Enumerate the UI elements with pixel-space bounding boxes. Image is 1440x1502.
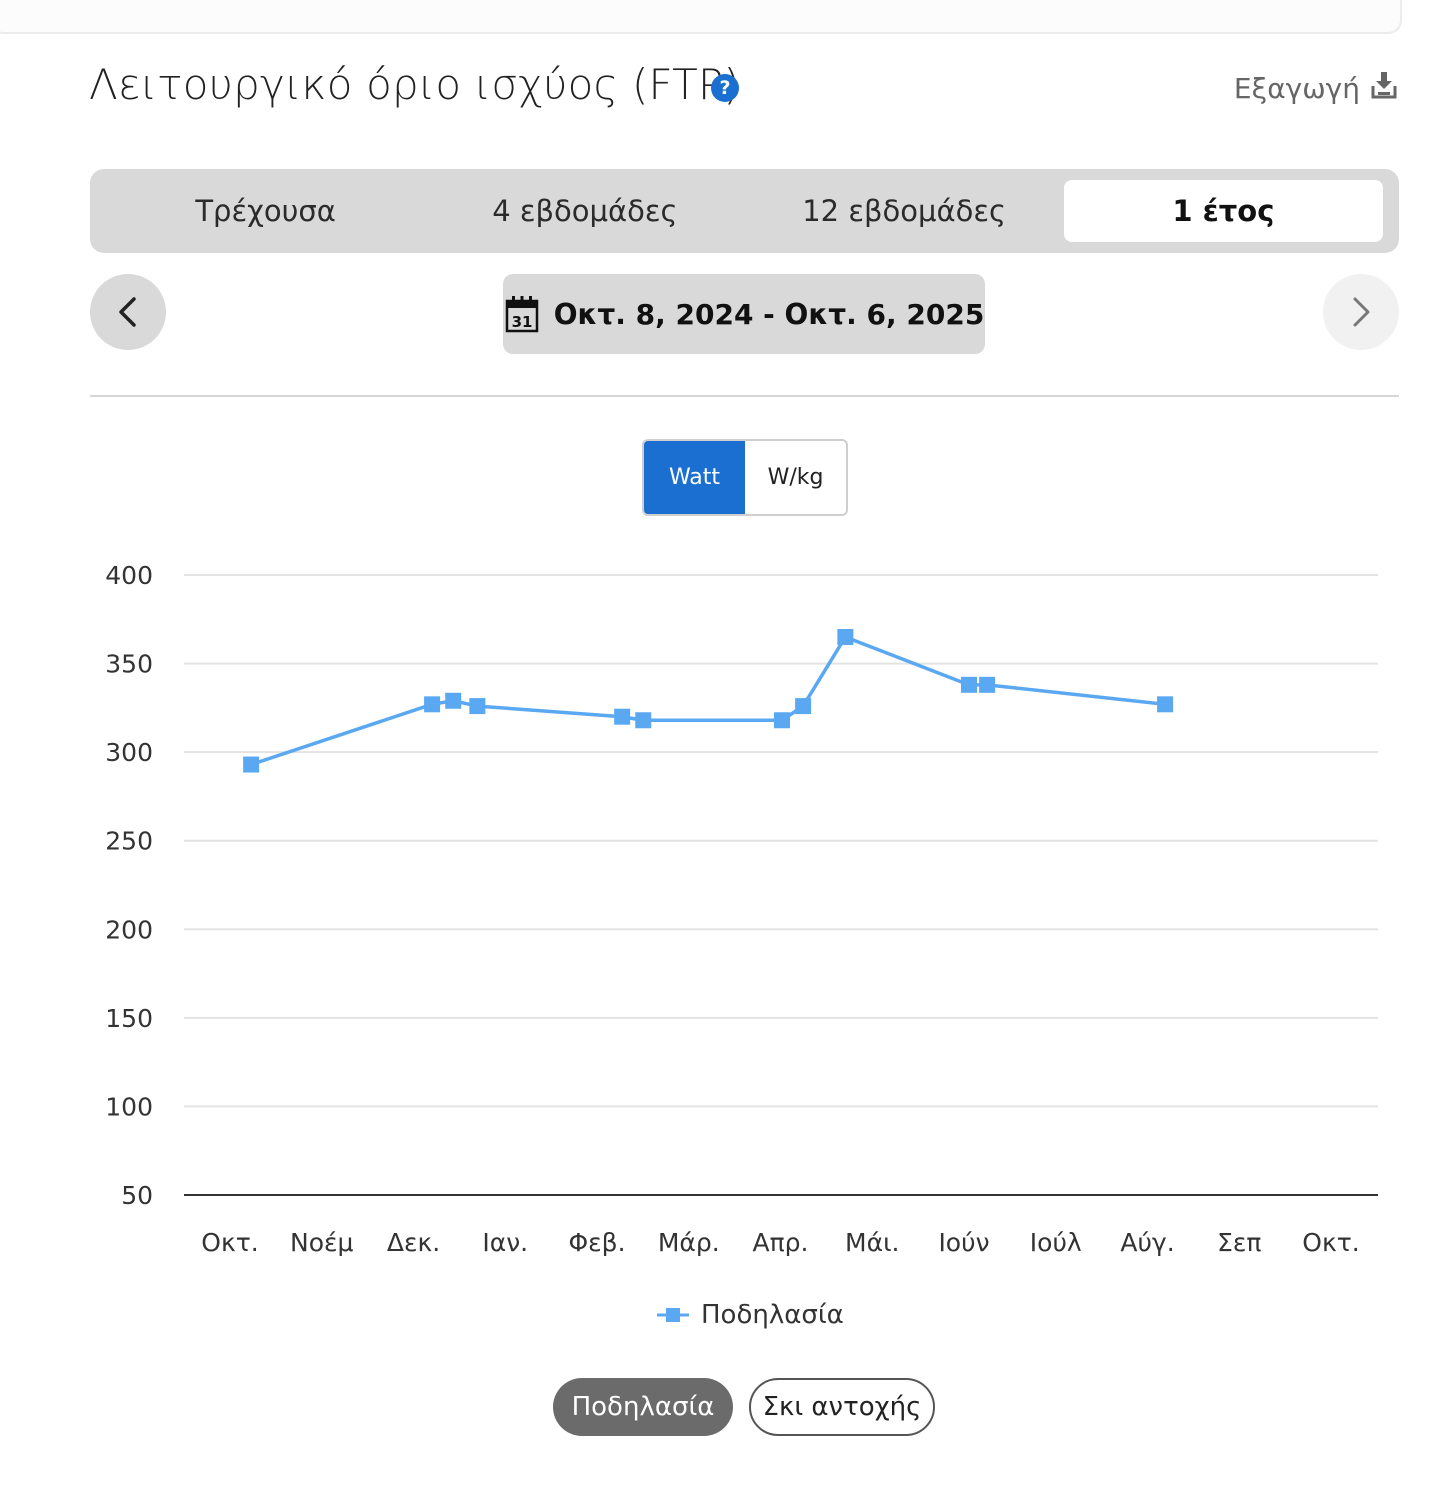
date-range-button[interactable]: 31 Οκτ. 8, 2024 - Οκτ. 6, 2025 xyxy=(503,274,985,354)
x-tick-label: Μάρ. xyxy=(658,1228,720,1257)
x-tick-label: Οκτ. xyxy=(201,1228,258,1257)
data-point xyxy=(469,698,486,715)
data-point xyxy=(614,708,631,725)
tab-current[interactable]: Τρέχουσα xyxy=(195,194,336,228)
data-point xyxy=(774,712,791,729)
x-tick-label: Ιούν xyxy=(938,1228,989,1257)
next-period-button[interactable] xyxy=(1323,274,1399,350)
chart-legend[interactable]: Ποδηλασία xyxy=(655,1300,844,1330)
unit-toggle: Watt W/kg xyxy=(642,439,848,516)
tab-12-weeks[interactable]: 12 εβδομάδες xyxy=(802,194,1007,228)
chevron-right-icon xyxy=(1353,297,1370,327)
x-tick-label: Μάι. xyxy=(845,1228,899,1257)
y-tick-label: 200 xyxy=(105,915,153,944)
data-point xyxy=(837,629,854,645)
tab-4-weeks[interactable]: 4 εβδομάδες xyxy=(492,194,678,228)
divider xyxy=(90,395,1399,397)
y-tick-label: 350 xyxy=(105,650,153,679)
data-point xyxy=(243,756,260,773)
ftp-line-chart: 400 350 300 250 200 150 100 50 Οκτ. Νοέμ Δεκ. Ιαν. Φ… xyxy=(105,561,1378,1257)
x-tick-label: Απρ. xyxy=(753,1228,809,1257)
x-tick-label: Δεκ. xyxy=(387,1228,440,1257)
export-label: Εξαγωγή xyxy=(1233,72,1360,105)
help-icon[interactable]: ? xyxy=(711,74,739,102)
legend-label: Ποδηλασία xyxy=(701,1300,844,1330)
top-card xyxy=(0,0,1402,34)
legend-marker-icon xyxy=(657,1308,689,1322)
export-button[interactable]: Εξαγωγή xyxy=(1234,70,1398,107)
x-tick-label: Σεπ xyxy=(1217,1228,1261,1257)
download-icon xyxy=(1370,70,1398,107)
unit-watt-button[interactable]: Watt xyxy=(644,441,745,514)
sport-xc-ski-button[interactable]: Σκι αντοχής xyxy=(749,1378,935,1436)
data-point xyxy=(795,698,812,715)
data-point xyxy=(1157,696,1174,713)
y-tick-label: 250 xyxy=(105,827,153,856)
y-tick-label: 300 xyxy=(105,738,153,767)
y-tick-label: 100 xyxy=(105,1092,153,1121)
tab-1-year[interactable]: 1 έτος xyxy=(1063,180,1383,242)
sport-cycling-button[interactable]: Ποδηλασία xyxy=(553,1378,733,1436)
x-tick-label: Οκτ. xyxy=(1302,1228,1359,1257)
data-point xyxy=(635,712,652,729)
x-tick-label: Αύγ. xyxy=(1120,1228,1174,1257)
y-tick-label: 50 xyxy=(121,1181,153,1210)
x-tick-label: Ιούλ xyxy=(1030,1228,1082,1257)
data-point xyxy=(961,676,978,693)
data-point xyxy=(979,676,996,693)
data-point xyxy=(445,692,462,709)
y-tick-label: 150 xyxy=(105,1004,153,1033)
previous-period-button[interactable] xyxy=(90,274,166,350)
x-tick-label: Φεβ. xyxy=(568,1228,625,1257)
calendar-day: 31 xyxy=(511,313,532,331)
x-tick-label: Νοέμ xyxy=(290,1228,354,1257)
series-line xyxy=(250,635,1166,767)
chevron-left-icon xyxy=(119,297,136,327)
x-tick-label: Ιαν. xyxy=(482,1228,528,1257)
unit-wkg-button[interactable]: W/kg xyxy=(767,465,824,490)
page-title: Λειτουργικό όριο ισχύος (FTP) xyxy=(89,60,741,109)
calendar-icon: 31 xyxy=(505,296,538,333)
data-point xyxy=(424,696,441,713)
y-tick-label: 400 xyxy=(105,561,153,590)
period-tabs: Τρέχουσα 4 εβδομάδες 12 εβδομάδες 1 έτος xyxy=(90,169,1399,253)
date-range-label: Οκτ. 8, 2024 - Οκτ. 6, 2025 xyxy=(553,297,985,331)
